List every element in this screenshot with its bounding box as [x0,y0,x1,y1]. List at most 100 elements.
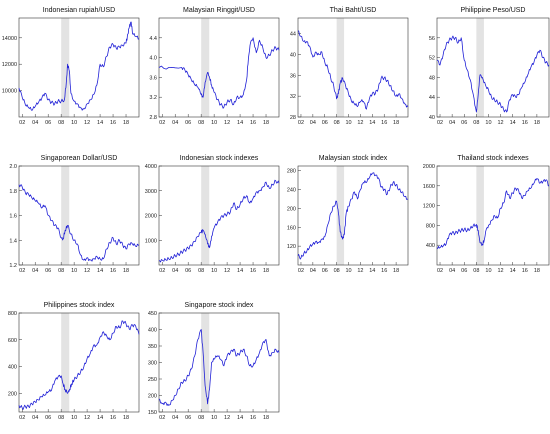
x-tick-label: 14 [510,120,516,126]
x-tick-label: 08 [58,268,64,274]
y-tick-label: 1600 [423,184,435,190]
x-tick-label: 14 [510,268,516,274]
y-tick-label: 52 [429,56,435,62]
x-tick-label: 16 [522,268,528,274]
x-tick-label: 06 [185,120,191,126]
y-tick-label: 40 [429,115,435,121]
x-tick-label: 06 [45,268,51,274]
y-tick-label: 28 [290,115,296,121]
y-tick-label: 800 [426,223,435,229]
x-tick-label: 04 [32,120,38,126]
y-tick-label: 1.4 [9,238,17,244]
series-line [436,35,550,113]
x-tick-label: 10 [211,120,217,126]
y-tick-label: 48 [429,75,435,81]
x-tick-label: 02 [159,268,165,274]
y-tick-label: 56 [429,36,435,42]
y-tick-label: 10000 [2,89,17,95]
chart-panel-3: Thai Baht/USD 28 32 36 40 44 02 04 06 08 10 12 14 16 1… [290,7,409,126]
x-tick-label: 04 [32,415,38,421]
x-tick-label: 02 [437,120,443,126]
y-tick-label: 200 [8,391,17,397]
x-tick-label: 04 [310,268,316,274]
x-tick-label: 12 [224,120,230,126]
y-tick-label: 4.0 [149,56,157,62]
x-tick-label: 10 [71,120,77,126]
x-tick-label: 16 [110,268,116,274]
x-tick-label: 02 [19,120,25,126]
y-tick-label: 40 [290,52,296,58]
x-tick-label: 08 [473,120,479,126]
x-tick-label: 10 [211,268,217,274]
recession-shading [201,313,210,412]
x-tick-label: 18 [393,268,399,274]
x-tick-label: 12 [498,120,504,126]
x-tick-label: 04 [172,268,178,274]
y-tick-label: 1.8 [9,189,17,195]
x-tick-label: 02 [19,268,25,274]
x-tick-label: 10 [71,415,77,421]
x-tick-label: 06 [185,268,191,274]
chart-panel-2: Malaysian Ringgit/USD 2.8 3.2 3.6 4.0 4.4 02 04… [149,7,280,126]
chart-title: Singapore stock index [185,302,254,309]
x-tick-label: 14 [237,120,243,126]
x-tick-label: 06 [45,120,51,126]
chart-title: Malaysian stock index [319,155,388,162]
y-tick-label: 14000 [2,36,17,42]
y-tick-label: 800 [8,311,17,317]
series-line [297,172,409,260]
y-tick-label: 1.2 [9,263,17,269]
x-tick-label: 10 [345,268,351,274]
recession-shading [476,166,484,265]
chart-panel-4: Philippine Peso/USD 40 44 48 52 56 02 04 06 08 10 1… [429,7,550,126]
x-tick-label: 08 [198,120,204,126]
y-tick-label: 44 [429,95,435,101]
y-tick-label: 44 [290,32,296,38]
series-line [18,21,139,111]
recession-shading [201,18,210,117]
chart-panel-1: Indonesian rupiah/USD 10000 12000 14000 02 04… [2,7,140,126]
y-tick-label: 1.6 [9,214,17,220]
y-tick-label: 36 [290,73,296,79]
x-tick-label: 04 [172,120,178,126]
y-tick-label: 350 [148,344,157,350]
x-tick-label: 02 [159,415,165,421]
chart-title: Singaporean Dollar/USD [41,155,118,162]
recession-shading [336,166,345,265]
x-tick-label: 16 [381,120,387,126]
x-tick-label: 16 [250,415,256,421]
y-tick-label: 250 [148,377,157,383]
x-tick-label: 12 [84,268,90,274]
x-tick-label: 16 [250,268,256,274]
x-tick-label: 18 [263,120,269,126]
plot-frame [18,312,140,413]
x-tick-label: 14 [237,268,243,274]
chart-title: Philippines stock index [44,302,115,309]
chart-title: Indonesian rupiah/USD [43,7,115,14]
x-tick-label: 12 [357,268,363,274]
chart-panel-7: Malaysian stock index 120 160 200 240 280 02 04… [287,155,409,274]
y-tick-label: 600 [8,338,17,344]
recession-shading [61,313,70,412]
recession-shading [61,18,70,117]
y-tick-label: 2000 [145,214,157,220]
series-line [436,178,549,250]
x-tick-label: 14 [369,268,375,274]
chart-panel-6: Indonesian stock indexes 1000 2000 3000 4000… [145,155,280,274]
x-tick-label: 14 [97,268,103,274]
x-tick-label: 12 [84,415,90,421]
x-tick-label: 16 [381,268,387,274]
x-tick-label: 18 [534,268,540,274]
x-tick-label: 04 [449,268,455,274]
y-tick-label: 120 [287,244,296,250]
recession-shading [336,18,345,117]
chart-panel-10: Singapore stock index 150 200 250 300 350 400 4… [148,302,280,421]
x-tick-label: 14 [97,415,103,421]
x-tick-label: 10 [345,120,351,126]
x-tick-label: 06 [185,415,191,421]
y-tick-label: 1000 [145,238,157,244]
x-tick-label: 18 [393,120,399,126]
x-tick-label: 14 [369,120,375,126]
chart-title: Indonesian stock indexes [180,155,259,162]
x-tick-label: 06 [461,120,467,126]
